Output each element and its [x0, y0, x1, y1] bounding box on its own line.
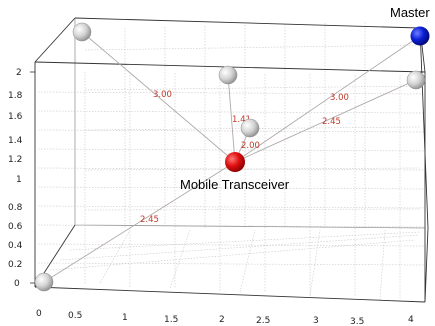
back-wall-grid	[84, 22, 421, 228]
distance-label: 2.00	[241, 141, 260, 151]
link-anchor2-mobile	[227, 74, 236, 163]
x-tick-label: 3.5	[350, 317, 364, 326]
anchor-node	[34, 272, 54, 292]
link-anchor4-mobile	[234, 79, 417, 163]
link-master-mobile	[234, 35, 421, 163]
y-tick-label: 0.6	[8, 222, 23, 232]
anchor-node	[240, 118, 260, 138]
x-tick-label: 0	[36, 309, 42, 319]
bounding-box	[34, 17, 429, 303]
distance-links	[43, 31, 421, 283]
distance-labels: 3.00 1.41 2.00 3.00 2.45 2.45	[140, 90, 349, 225]
y-tick-label: 0.2	[8, 260, 22, 270]
floor-grid	[49, 229, 421, 301]
link-anchor1-mobile	[81, 31, 236, 163]
distance-label: 3.00	[153, 90, 172, 100]
y-tick-label: 0	[14, 279, 20, 289]
mobile-transceiver-node	[225, 152, 245, 172]
y-axis-ticks: 0 0.2 0.4 0.6 0.8 1 1.2 1.4 1.6 1.8 2	[8, 68, 35, 289]
distance-label: 2.45	[322, 117, 341, 127]
mobile-transceiver-label: Mobile Transceiver	[180, 177, 290, 192]
x-tick-label: 1.5	[164, 315, 178, 325]
distance-label: 3.00	[330, 93, 349, 103]
x-tick-label: 4	[408, 315, 414, 325]
x-axis-ticks: 0 0.5 1 1.5 2 2.5 3 3.5 4	[36, 309, 414, 326]
y-tick-label: 1.2	[8, 155, 22, 165]
anchor-node	[72, 22, 92, 42]
master-label: Master	[390, 5, 430, 20]
y-tick-label: 1	[16, 175, 22, 185]
x-tick-label: 3	[313, 316, 319, 326]
anchor-node	[218, 65, 238, 85]
y-tick-label: 1.6	[8, 112, 23, 122]
x-tick-label: 2	[219, 315, 225, 325]
distance-label: 1.41	[232, 115, 251, 125]
x-tick-label: 1	[122, 313, 128, 323]
x-tick-label: 0.5	[68, 311, 82, 321]
master-node	[410, 26, 430, 46]
link-anchor5-mobile	[43, 161, 236, 283]
nodes	[34, 22, 430, 292]
y-tick-label: 1.8	[8, 91, 23, 101]
distance-label: 2.45	[140, 215, 159, 225]
anchor-node	[406, 70, 426, 90]
y-tick-label: 0.8	[8, 203, 23, 213]
y-tick-label: 2	[16, 68, 22, 78]
y-tick-label: 1.4	[8, 136, 23, 146]
x-tick-label: 2.5	[256, 316, 270, 326]
y-tick-label: 0.4	[8, 241, 23, 251]
